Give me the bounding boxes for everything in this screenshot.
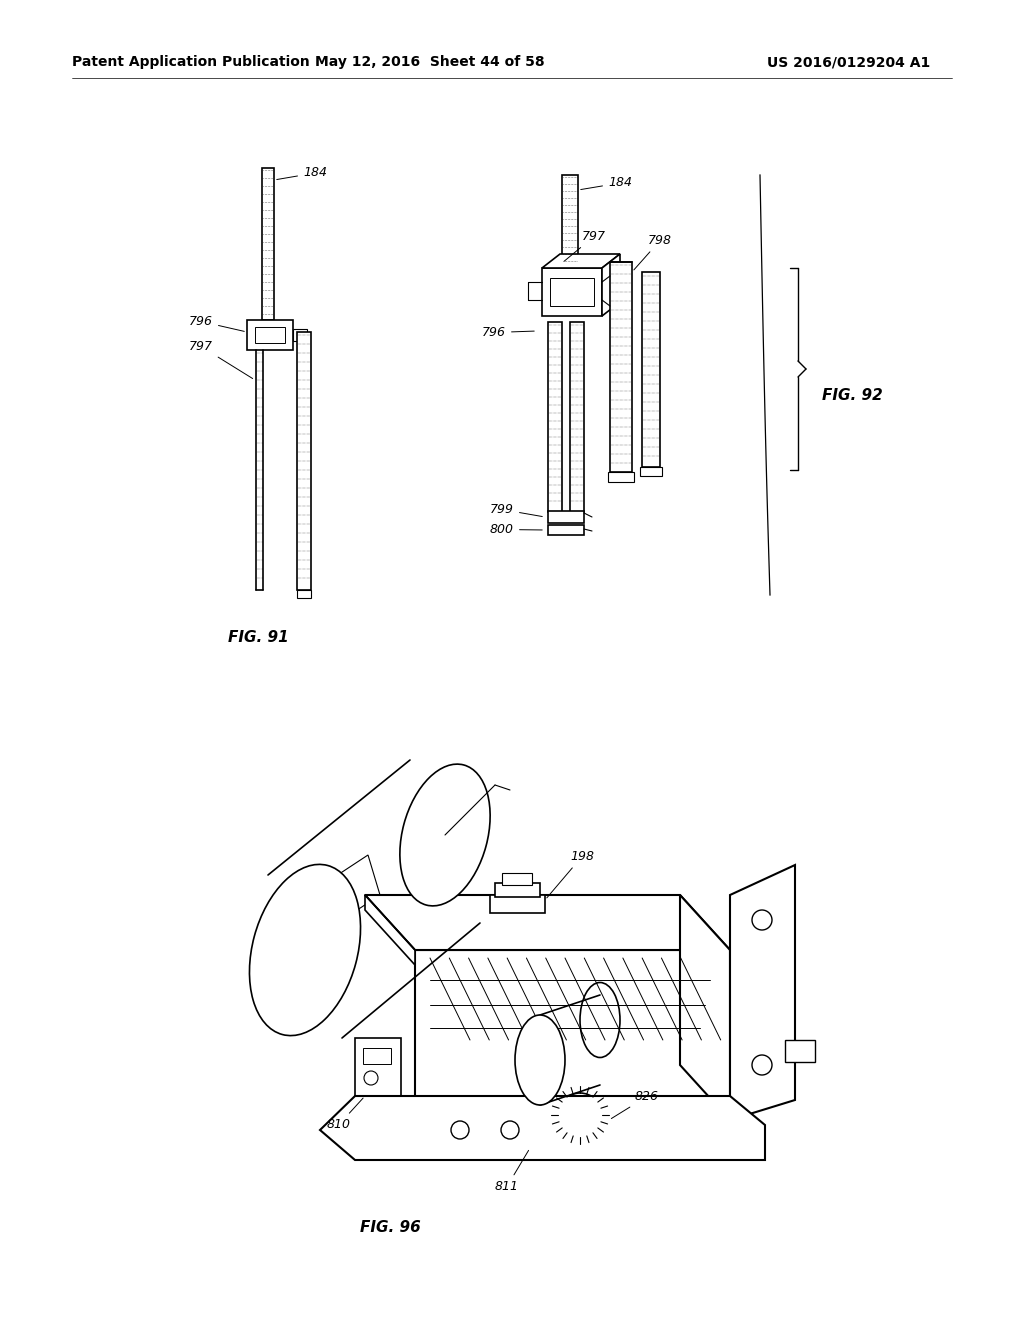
Bar — [362, 1048, 391, 1064]
Text: 800: 800 — [490, 523, 543, 536]
Text: 796: 796 — [189, 315, 245, 331]
Text: 796: 796 — [482, 326, 535, 339]
Bar — [642, 272, 660, 467]
Text: 797: 797 — [564, 230, 606, 261]
Bar — [355, 1038, 401, 1096]
Bar — [262, 168, 274, 319]
Bar — [570, 322, 584, 512]
Text: May 12, 2016  Sheet 44 of 58: May 12, 2016 Sheet 44 of 58 — [315, 55, 545, 69]
Bar — [255, 327, 285, 343]
Bar — [610, 261, 632, 473]
Bar — [608, 473, 634, 482]
Polygon shape — [365, 895, 730, 950]
Text: 198: 198 — [547, 850, 594, 898]
Bar — [293, 329, 307, 341]
Ellipse shape — [399, 764, 490, 906]
Text: Patent Application Publication: Patent Application Publication — [72, 55, 309, 69]
Text: US 2016/0129204 A1: US 2016/0129204 A1 — [767, 55, 930, 69]
Polygon shape — [680, 895, 730, 1119]
Polygon shape — [415, 950, 730, 1119]
Text: 798: 798 — [634, 234, 672, 269]
Polygon shape — [319, 1096, 765, 1160]
Text: 811: 811 — [495, 1151, 528, 1193]
Polygon shape — [330, 855, 380, 920]
Bar — [640, 467, 662, 477]
Text: 826: 826 — [611, 1090, 659, 1118]
Bar — [548, 525, 584, 535]
Bar — [548, 511, 584, 523]
Bar — [495, 883, 540, 898]
Bar — [785, 1040, 815, 1063]
Bar — [542, 268, 602, 315]
Text: 184: 184 — [276, 166, 327, 180]
Bar — [297, 590, 311, 598]
Text: 799: 799 — [490, 503, 543, 516]
Polygon shape — [365, 895, 415, 965]
Bar — [548, 322, 562, 512]
Polygon shape — [602, 253, 620, 315]
Text: 810: 810 — [327, 1098, 364, 1131]
Bar — [562, 176, 578, 268]
Bar — [502, 873, 532, 884]
Text: FIG. 92: FIG. 92 — [822, 388, 883, 403]
Ellipse shape — [580, 982, 620, 1057]
Ellipse shape — [250, 865, 360, 1036]
Text: 184: 184 — [581, 177, 632, 190]
Text: FIG. 96: FIG. 96 — [359, 1221, 421, 1236]
Polygon shape — [542, 253, 620, 268]
Polygon shape — [730, 865, 795, 1119]
Bar — [247, 319, 293, 350]
Text: FIG. 91: FIG. 91 — [228, 631, 289, 645]
Ellipse shape — [515, 1015, 565, 1105]
Bar — [550, 279, 594, 306]
Bar — [490, 895, 545, 913]
Bar — [297, 333, 311, 590]
Text: 797: 797 — [189, 341, 253, 379]
